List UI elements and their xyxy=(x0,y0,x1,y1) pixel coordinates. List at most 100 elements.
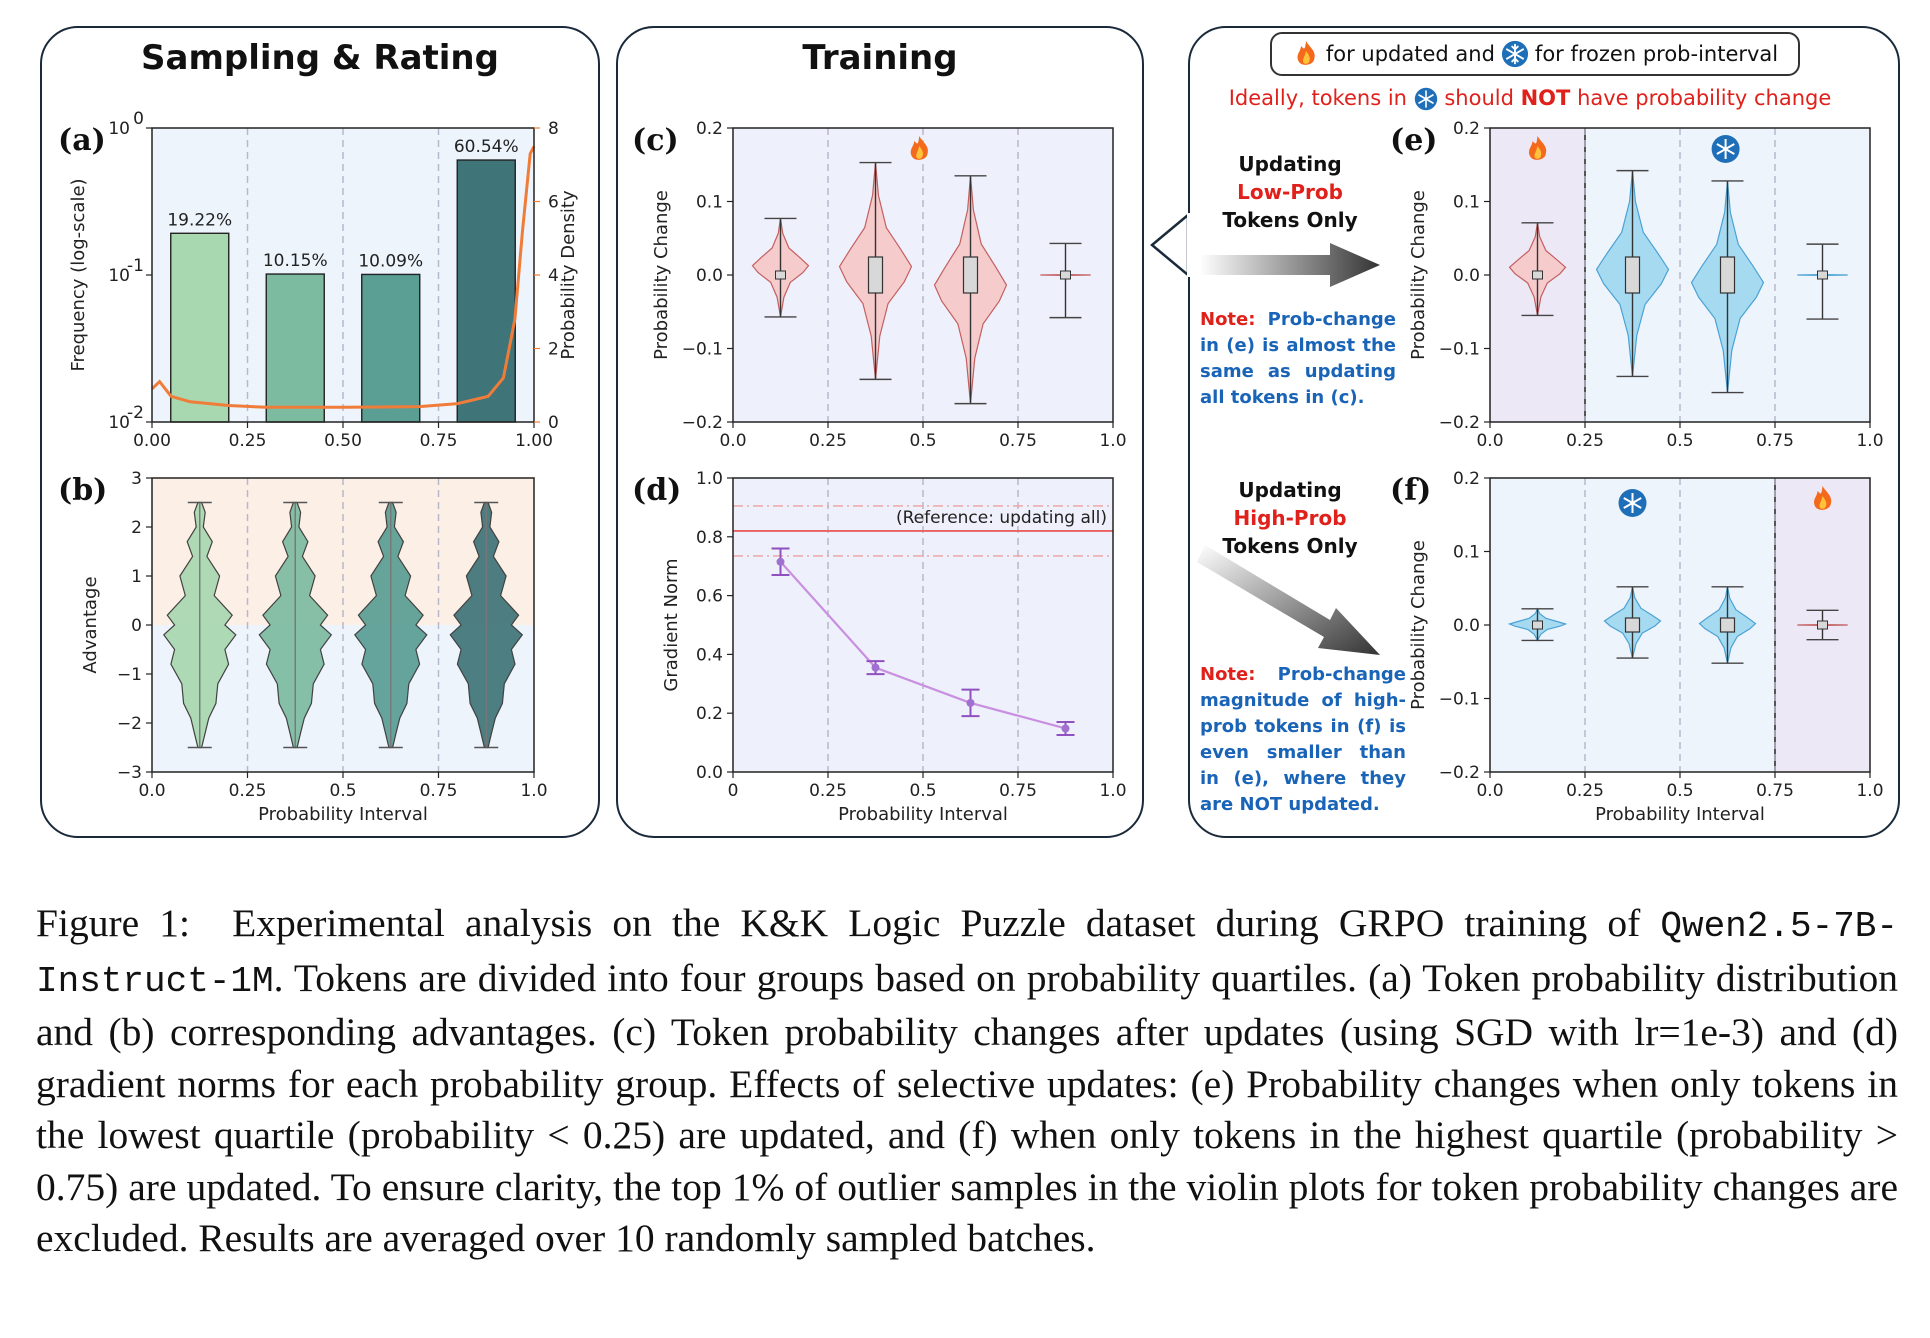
x-tick-label: 0.0 xyxy=(1476,431,1503,451)
x-tick-label: 0 xyxy=(728,781,739,801)
subfigure-label-c: (c) xyxy=(632,123,679,158)
box xyxy=(962,256,979,294)
x-tick-label: 0.25 xyxy=(229,781,267,801)
note-e-label: Note: xyxy=(1200,309,1256,330)
x-axis-label: Probability Interval xyxy=(1595,804,1765,825)
gradient-norm-line xyxy=(779,561,1066,730)
y-tick-label: 0.1 xyxy=(1453,193,1480,213)
updating-low-line2: Low-Prob xyxy=(1237,180,1343,204)
data-point xyxy=(1061,724,1070,733)
x-tick-label: 1.0 xyxy=(1856,431,1883,451)
x-tick-label: 0.5 xyxy=(1666,781,1693,801)
y-tick-label: 0.8 xyxy=(696,528,723,548)
y-tick-label: 1 xyxy=(131,567,142,587)
x-tick-label: 0.5 xyxy=(909,781,936,801)
updating-high-line1: Updating xyxy=(1238,478,1342,502)
ideal-not: NOT xyxy=(1520,86,1571,110)
x-tick-label: 0.75 xyxy=(420,781,458,801)
box xyxy=(1060,270,1071,280)
x-tick-label: 1.0 xyxy=(1856,781,1883,801)
y-axis-label: Frequency (log-scale) xyxy=(68,178,89,371)
x-tick-label: 0.75 xyxy=(999,431,1037,451)
x-tick-label: 1.00 xyxy=(515,431,553,451)
x-axis-label: Probability Interval xyxy=(838,804,1008,825)
figure-caption: Figure 1: Experimental analysis on the K… xyxy=(36,898,1898,1265)
figure-charts: (a)19.22%10.15% 10.09%60.54%0.00 0.25 0.50 0… xyxy=(58,109,1884,825)
snow-arm xyxy=(1716,143,1735,155)
x-tick-label: 0.5 xyxy=(329,781,356,801)
y-axis-label: Advantage xyxy=(80,576,101,673)
y-axis-label: Probability Change xyxy=(1408,190,1429,360)
y-tick-label: 0.0 xyxy=(1453,266,1480,286)
caption-prefix: Figure 1: xyxy=(36,901,190,945)
box xyxy=(1624,617,1641,633)
callout-notch xyxy=(1150,212,1190,278)
bar-value-label: 60.54% xyxy=(454,137,519,157)
x-tick-label: 0.75 xyxy=(1756,431,1794,451)
y2-tick-label: 8 xyxy=(548,119,559,139)
updating-low-label: Updating Low-Prob Tokens Only xyxy=(1200,150,1380,234)
x-tick-label: 0.5 xyxy=(909,431,936,451)
ideal-suffix: have probability change xyxy=(1577,86,1832,110)
y2-tick-label: 2 xyxy=(548,340,559,360)
y-tick-label: −0.2 xyxy=(1439,413,1480,433)
y-tick-label: −2 xyxy=(117,714,142,734)
ideal-statement: Ideally, tokens in should NOT have proba… xyxy=(1190,86,1870,111)
data-point xyxy=(776,557,785,566)
y-tick-label: −0.1 xyxy=(1439,690,1480,710)
y-axis-label: Gradient Norm xyxy=(661,558,682,691)
data-point xyxy=(871,663,880,672)
y-tick-label: 0.1 xyxy=(696,193,723,213)
updating-high-line3: Tokens Only xyxy=(1222,534,1358,558)
note-f-label: Note: xyxy=(1200,664,1256,685)
y-tick-label: −1 xyxy=(117,665,142,685)
y-axis-label: Probability Change xyxy=(651,190,672,360)
x-tick-label: 1.0 xyxy=(1099,431,1126,451)
box xyxy=(1532,270,1543,280)
y-tick-label: 0.2 xyxy=(696,119,723,139)
box xyxy=(1532,620,1543,630)
fire-icon xyxy=(1297,41,1315,65)
reference-label: (Reference: updating all) xyxy=(896,508,1107,528)
y-tick-label: 0.0 xyxy=(1453,616,1480,636)
y2-tick-label: 4 xyxy=(548,266,559,286)
chart-a: (a) 19.22% 10.15% 10.09% 60.54% 0.00 0.25 0.50 0… xyxy=(58,109,579,451)
y-axis-label: Probability Change xyxy=(1408,540,1429,710)
x-tick-label: 0.0 xyxy=(138,781,165,801)
note-f-text: Prob-change magnitude of high-prob token… xyxy=(1200,664,1406,815)
x-tick-label: 0.25 xyxy=(809,431,847,451)
box xyxy=(1624,256,1641,294)
bar-value-label: 19.22% xyxy=(167,210,232,230)
updating-high-line2: High-Prob xyxy=(1233,506,1347,530)
x-tick-label: 0.50 xyxy=(324,431,362,451)
y-tick-label: 1.0 xyxy=(696,469,723,489)
snowflake-icon xyxy=(1414,87,1437,111)
y-tick-label: 0.0 xyxy=(696,763,723,783)
box xyxy=(775,270,786,280)
legend-box: for updated and for frozen prob-interval xyxy=(1270,32,1800,76)
y-tick-label: 10 xyxy=(108,266,130,286)
y-tick-exponent: 0 xyxy=(133,109,144,129)
snowflake-icon xyxy=(1618,489,1647,517)
panel-title-training: Training xyxy=(802,38,958,78)
y-tick-label: −0.2 xyxy=(682,413,723,433)
x-tick-label: 0.75 xyxy=(420,431,458,451)
bar-value-label: 10.09% xyxy=(358,251,423,271)
note-f: Note: Prob-change magnitude of high-prob… xyxy=(1200,662,1406,818)
y-tick-label: −3 xyxy=(117,763,142,783)
bar-value-label: 10.15% xyxy=(263,251,328,271)
snowflake-icon xyxy=(1711,135,1740,163)
caption-part1: Experimental analysis on the K&K Logic P… xyxy=(232,901,1641,945)
x-tick-label: 0.0 xyxy=(1476,781,1503,801)
y-tick-label: −0.2 xyxy=(1439,763,1480,783)
y-tick-exponent: -1 xyxy=(127,256,144,276)
y2-tick-label: 6 xyxy=(548,193,559,213)
fire-icon xyxy=(910,136,928,160)
box xyxy=(1719,617,1736,633)
snow-arm xyxy=(1623,497,1642,509)
chart-f: (f) 0.0 0.25 0.5 0.75 1.0 Probability Interval… xyxy=(1390,469,1884,825)
x-tick-label: 0.25 xyxy=(1566,431,1604,451)
y2-tick-label: 0 xyxy=(548,413,559,433)
y-tick-label: 0.4 xyxy=(696,645,723,665)
y-tick-label: 0.0 xyxy=(696,266,723,286)
